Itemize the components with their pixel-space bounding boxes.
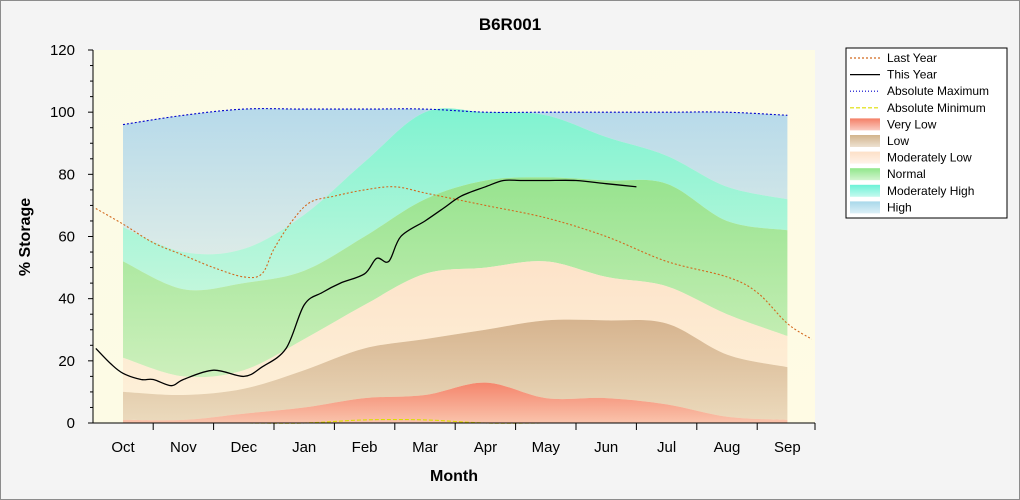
axes-layer: 0 20 40 60 80 100 120 Oct Nov Dec Jan Feb Mar Apr May J…: [50, 42, 816, 456]
y-tick-label: 20: [58, 353, 75, 370]
series-line-last-year: [95, 186, 812, 340]
legend-label: Absolute Minimum: [887, 101, 986, 115]
y-tick-label: 120: [50, 42, 75, 59]
x-axis-label: Month: [430, 468, 478, 485]
band-layer: [123, 108, 788, 423]
x-tick-label: Feb: [352, 439, 378, 456]
legend-swatch-moderately-low: [850, 151, 880, 164]
legend: Last Year This Year Absolute Maximum Absolu…: [845, 47, 1008, 219]
legend-swatch-low: [850, 135, 880, 147]
x-tick-label: Jan: [292, 439, 316, 456]
band-normal: [123, 177, 788, 378]
legend-label: High: [887, 200, 912, 214]
x-tick-label: Nov: [170, 439, 197, 456]
x-tick-label: Mar: [412, 439, 438, 456]
chart-title: B6R001: [479, 15, 541, 34]
legend-label: Absolute Maximum: [887, 84, 989, 98]
y-tick-label: 100: [50, 104, 75, 121]
x-tick-label: Jun: [594, 439, 618, 456]
y-tick-label: 0: [67, 415, 75, 432]
legend-label: This Year: [887, 68, 937, 82]
y-tick-label: 40: [58, 291, 75, 308]
band-low: [123, 319, 788, 421]
legend-label: Low: [887, 134, 909, 148]
series-line-this-year: [95, 179, 637, 387]
band-moderately-low: [123, 261, 788, 396]
x-tick-label: Dec: [230, 439, 257, 456]
x-tick-label: Jul: [657, 439, 676, 456]
band-high: [123, 108, 788, 255]
legend-swatch-moderately-high: [850, 184, 880, 197]
series-line-absolute-maximum: [122, 108, 788, 126]
legend-label: Moderately Low: [887, 151, 972, 165]
legend-label: Very Low: [887, 117, 937, 131]
x-tick-label: Oct: [111, 439, 135, 456]
band-very-low: [123, 382, 788, 423]
y-axis-label: % Storage: [17, 198, 34, 276]
legend-swatch-normal: [850, 168, 880, 181]
x-tick-label: Apr: [474, 439, 497, 456]
legend-swatch-very-low: [850, 118, 880, 131]
legend-swatch-high: [850, 201, 880, 214]
legend-label: Moderately High: [887, 184, 974, 198]
x-tick-label: Aug: [714, 439, 741, 456]
legend-label: Normal: [887, 167, 926, 181]
y-tick-label: 80: [58, 166, 75, 183]
legend-label: Last Year: [887, 51, 937, 65]
band-moderately-high: [123, 108, 788, 291]
y-tick-label: 60: [58, 229, 75, 246]
x-tick-label: Sep: [774, 439, 801, 456]
x-tick-label: May: [532, 439, 561, 456]
